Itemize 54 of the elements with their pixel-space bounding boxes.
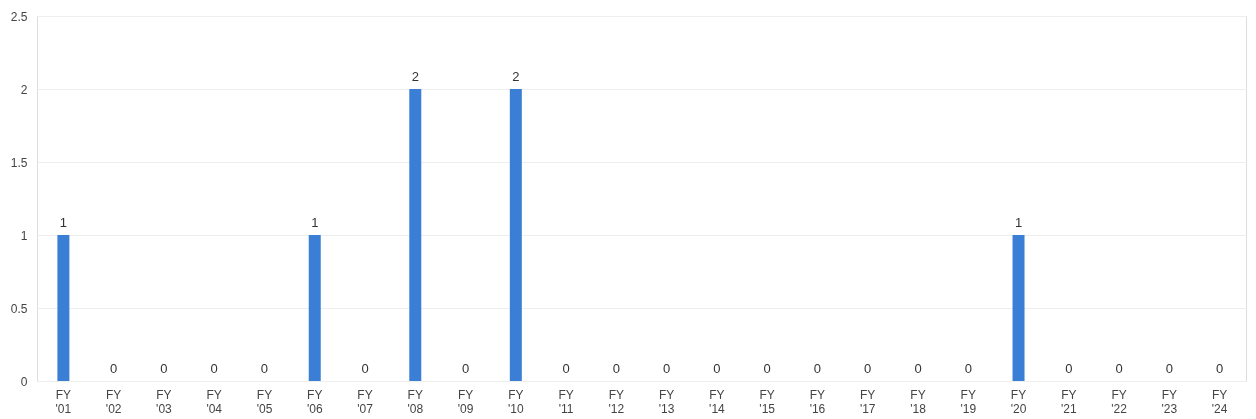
x-tick-label: FY '23 [1161, 387, 1178, 416]
x-tick-label: FY '15 [759, 387, 776, 416]
data-label: 0 [914, 361, 922, 376]
data-label: 1 [1014, 215, 1023, 230]
x-tick-label: FY '18 [910, 387, 927, 416]
x-tick-label: FY '14 [709, 387, 726, 416]
y-tick-label: 0 [20, 374, 28, 389]
y-tick-label: 1 [20, 228, 28, 243]
x-tick-label: FY '13 [658, 387, 675, 416]
x-tick-label: FY '04 [206, 387, 223, 416]
x-tick-label: FY '10 [508, 387, 524, 416]
x-tick-label: FY '16 [809, 387, 826, 416]
x-tick-label: FY '11 [558, 387, 574, 416]
x-tick-label: FY '17 [859, 387, 876, 416]
data-label: 0 [713, 361, 721, 376]
x-tick-label: FY '24 [1211, 387, 1228, 416]
data-label: 0 [763, 361, 771, 376]
y-tick-label: 2 [20, 82, 28, 97]
data-label: 0 [562, 361, 570, 376]
data-label: 0 [612, 361, 620, 376]
data-label: 0 [160, 361, 168, 376]
x-tick-label: FY '19 [960, 387, 977, 416]
x-tick-label: FY '07 [357, 387, 374, 416]
data-label: 0 [1215, 361, 1224, 376]
data-label: 1 [311, 215, 319, 230]
data-label: 0 [1065, 361, 1073, 376]
data-label: 0 [864, 361, 872, 376]
data-label: 0 [361, 361, 369, 376]
x-tick-label: FY '05 [256, 387, 273, 416]
data-label: 0 [110, 361, 118, 376]
x-tick-label: FY '22 [1111, 387, 1128, 416]
x-tick-label: FY '09 [457, 387, 474, 416]
data-label: 0 [1115, 361, 1123, 376]
x-tick-label: FY '08 [407, 387, 424, 416]
data-label: 0 [1165, 361, 1173, 376]
x-tick-label: FY '21 [1060, 387, 1077, 416]
data-label: 0 [260, 361, 269, 376]
x-tick-label: FY '06 [306, 387, 323, 416]
data-label: 0 [663, 361, 671, 376]
data-label: 0 [813, 361, 822, 376]
data-label: 0 [964, 361, 972, 376]
data-label: 2 [512, 69, 520, 84]
data-label: 0 [210, 361, 218, 376]
x-tick-label: FY '01 [55, 387, 72, 416]
data-label: 1 [59, 215, 68, 230]
x-tick-label: FY '02 [105, 387, 122, 416]
y-tick-label: 1.5 [10, 155, 28, 170]
data-label: 2 [411, 69, 419, 84]
data-label: 0 [461, 361, 470, 376]
x-tick-label: FY '20 [1010, 387, 1027, 416]
y-tick-label: 2.5 [10, 9, 28, 24]
x-tick-label: FY '12 [608, 387, 625, 416]
y-tick-label: 0.5 [10, 301, 28, 316]
x-tick-label: FY '03 [156, 387, 173, 416]
